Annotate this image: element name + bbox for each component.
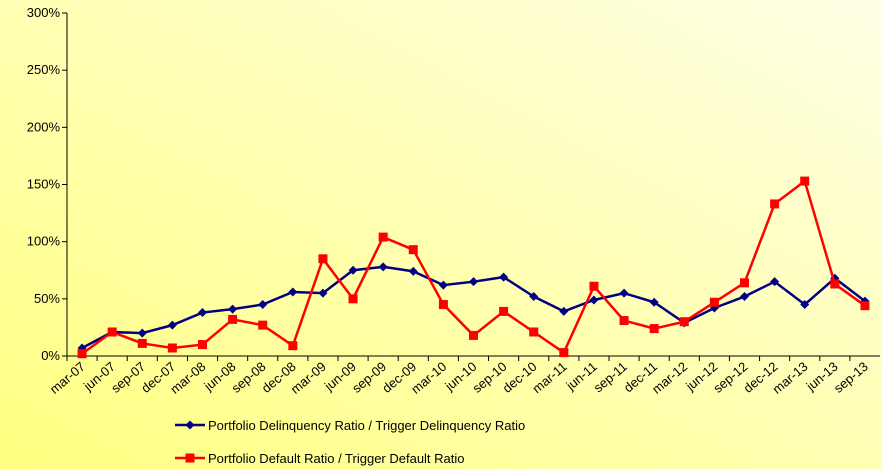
data-point	[438, 280, 448, 290]
data-point	[529, 327, 539, 337]
data-point	[288, 287, 298, 297]
data-point	[679, 317, 689, 327]
data-point	[107, 327, 117, 337]
data-point	[198, 308, 207, 318]
data-point	[258, 300, 268, 310]
data-point	[469, 330, 478, 340]
data-point	[167, 343, 177, 353]
data-point	[589, 281, 599, 291]
data-point	[499, 272, 509, 282]
data-point	[408, 245, 418, 255]
y-tick-label: 150%	[27, 177, 61, 192]
data-point	[800, 176, 810, 186]
data-point	[348, 294, 358, 304]
data-point	[378, 262, 388, 272]
data-point	[167, 320, 177, 330]
data-point	[228, 304, 238, 314]
data-point	[77, 349, 87, 359]
data-point	[770, 199, 780, 209]
y-tick-label: 50%	[34, 291, 60, 306]
data-point	[198, 340, 207, 350]
data-point	[288, 341, 298, 351]
data-point	[318, 254, 328, 264]
y-tick-label: 0%	[41, 348, 60, 363]
data-point	[860, 301, 870, 311]
data-point	[830, 279, 840, 289]
legend-marker	[185, 453, 195, 463]
data-point	[378, 232, 388, 242]
data-point	[649, 297, 659, 307]
data-point	[559, 306, 569, 316]
legend-label: Portfolio Default Ratio / Trigger Defaul…	[208, 451, 465, 466]
data-point	[619, 316, 629, 326]
data-point	[619, 288, 629, 298]
data-point	[770, 277, 780, 287]
data-point	[137, 338, 147, 348]
data-point	[499, 306, 509, 316]
y-tick-label: 300%	[27, 5, 61, 20]
data-point	[348, 265, 358, 275]
data-point	[228, 314, 238, 324]
y-tick-label: 100%	[27, 234, 61, 249]
data-point	[137, 328, 147, 338]
data-point	[438, 300, 448, 310]
y-tick-label: 250%	[27, 62, 61, 77]
legend-marker	[185, 420, 195, 430]
data-point	[318, 288, 328, 298]
data-point	[408, 266, 418, 276]
data-point	[258, 320, 268, 330]
y-tick-label: 200%	[27, 119, 61, 134]
data-point	[529, 292, 539, 302]
data-point	[709, 297, 719, 307]
data-point	[740, 278, 749, 288]
data-point	[469, 277, 478, 287]
data-point	[559, 348, 569, 358]
legend-label: Portfolio Delinquency Ratio / Trigger De…	[208, 418, 525, 433]
data-point	[800, 300, 810, 310]
data-point	[649, 324, 659, 334]
data-point	[589, 295, 599, 305]
data-point	[740, 292, 749, 302]
